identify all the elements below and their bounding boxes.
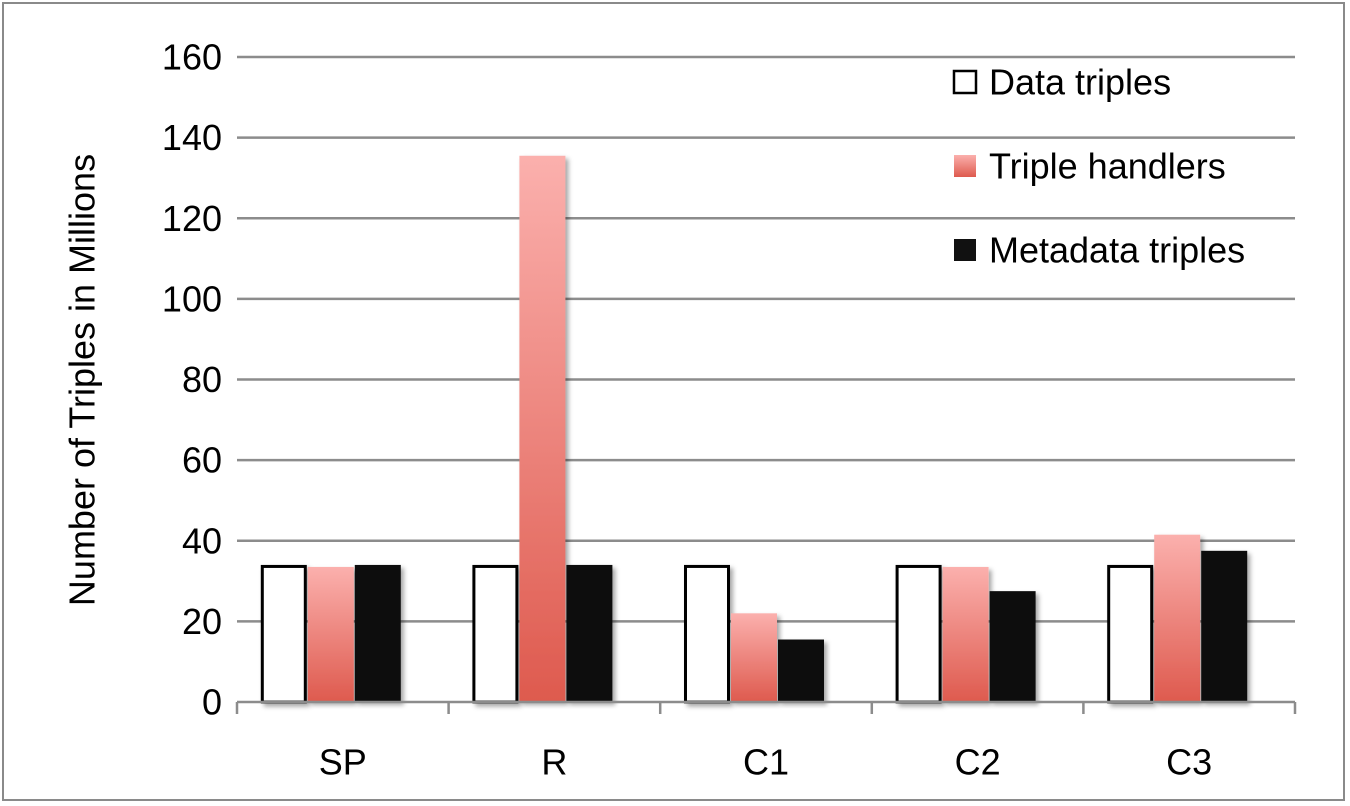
- bar-triple-handlers-r: [519, 155, 566, 702]
- bar-triple-handlers-sp: [307, 566, 354, 702]
- y-tick-label: 0: [202, 682, 222, 723]
- y-tick-label: 80: [182, 359, 222, 400]
- bar-data-triples-c2: [895, 564, 942, 704]
- legend-label: Triple handlers: [989, 146, 1226, 187]
- x-tick-label: C2: [955, 742, 1001, 783]
- bar-data-triples-sp: [260, 564, 307, 704]
- bar-triple-handlers-c2: [942, 566, 989, 702]
- y-tick-label: 40: [182, 520, 222, 561]
- bar-metadata-triples-c1: [778, 639, 824, 702]
- y-axis-title: Number of Triples in Millions: [62, 154, 103, 606]
- x-axis: [235, 700, 1297, 714]
- x-tick-label: R: [541, 742, 567, 783]
- bar-data-triples-c1: [684, 564, 730, 704]
- legend-swatch-data-triples: [952, 69, 978, 95]
- legend: Data triples Triple handlers Metadata trip…: [952, 62, 1245, 271]
- bar-metadata-triples-c3: [1201, 550, 1248, 702]
- legend-label: Data triples: [989, 62, 1171, 103]
- bar-metadata-triples-r: [566, 564, 613, 702]
- y-tick-label: 60: [182, 440, 222, 481]
- y-tick-label: 20: [182, 601, 222, 642]
- bar-data-triples-r: [472, 564, 519, 704]
- legend-label: Metadata triples: [989, 230, 1245, 271]
- bars: [260, 155, 1248, 704]
- y-tick-label: 100: [162, 278, 222, 319]
- x-tick-label: C3: [1166, 742, 1212, 783]
- x-tick-label: C1: [743, 742, 789, 783]
- gridlines: [237, 55, 1295, 623]
- bar-metadata-triples-c2: [989, 591, 1036, 702]
- legend-swatch-triple-handlers: [954, 155, 976, 177]
- y-tick-label: 140: [162, 117, 222, 158]
- x-tick-label: SP: [319, 742, 367, 783]
- bar-triple-handlers-c1: [731, 613, 777, 702]
- bar-data-triples-c3: [1107, 564, 1154, 704]
- legend-swatch-metadata-triples: [954, 239, 976, 261]
- bar-triple-handlers-c3: [1154, 534, 1201, 702]
- bar-metadata-triples-sp: [354, 564, 401, 702]
- y-tick-label: 120: [162, 198, 222, 239]
- y-tick-label: 160: [162, 37, 222, 78]
- x-axis-labels: SP R C1 C2 C3: [319, 742, 1212, 783]
- y-axis-ticks: 0 20 40 60 80 100 120 140 160: [162, 37, 222, 723]
